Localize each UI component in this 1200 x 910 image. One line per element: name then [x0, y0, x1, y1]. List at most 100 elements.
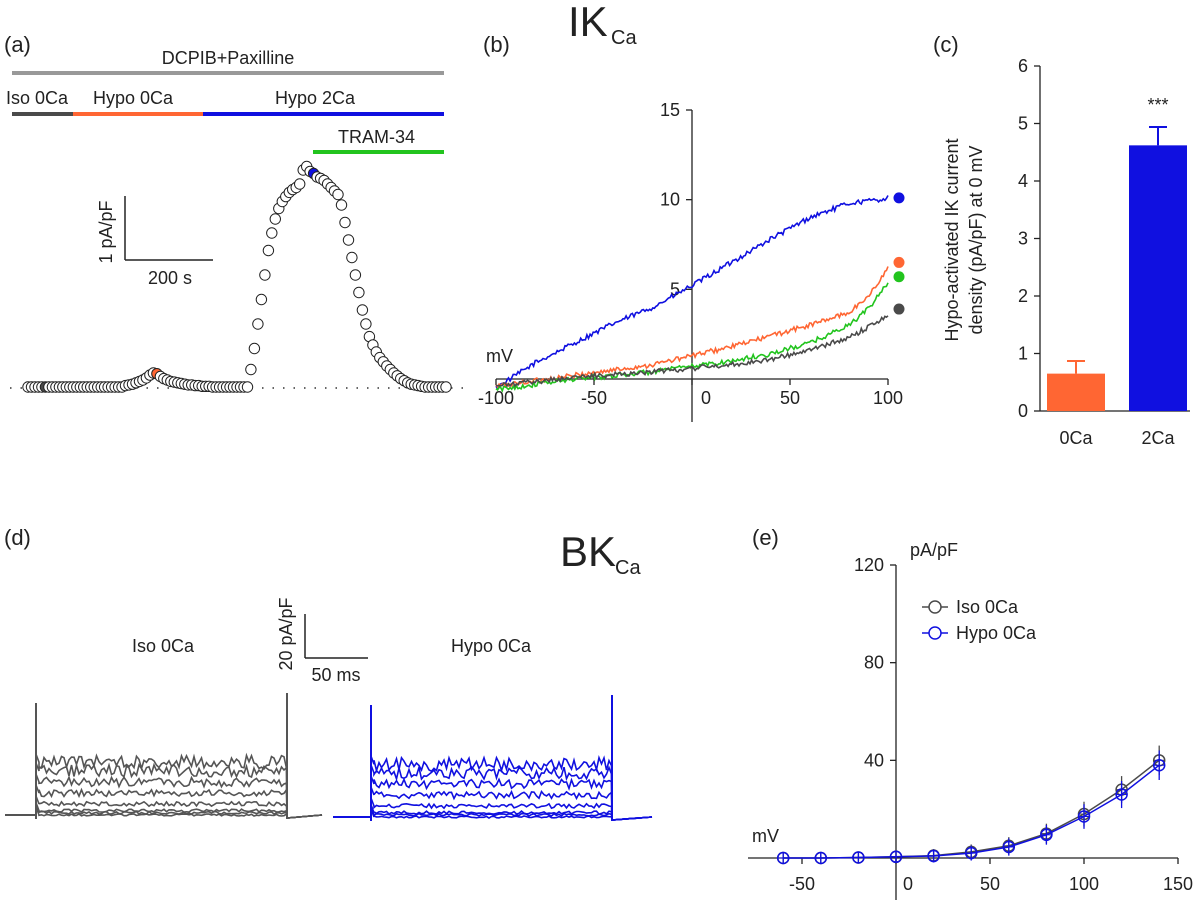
b-end-dot [893, 271, 905, 283]
e-y-tick-label: 120 [854, 555, 884, 575]
timecourse-point [360, 318, 372, 330]
d-current-trace [5, 752, 323, 819]
d-current-trace [5, 806, 323, 819]
timecourse-point [241, 381, 254, 393]
b-x-tick-label: -50 [581, 388, 607, 408]
e-x-tick-label: -50 [789, 874, 815, 894]
title-bk-main: BK [560, 528, 616, 575]
label-iso-0ca: Iso 0Ca [6, 88, 69, 108]
e-legend: Iso 0Ca Hypo 0Ca [922, 597, 1037, 643]
timecourse-points [22, 160, 452, 393]
panel-d: Iso 0Ca Hypo 0Ca 20 pA/pF 50 ms [5, 597, 653, 821]
b-y-tick-label: 15 [660, 100, 680, 120]
b-series-line [495, 282, 889, 393]
c-significance: *** [1147, 95, 1168, 115]
b-x-tick-label: 0 [701, 388, 711, 408]
timecourse-point [255, 293, 268, 306]
label-hypo-0ca: Hypo 0Ca [93, 88, 174, 108]
timecourse-point [349, 269, 362, 281]
timecourse-point [356, 304, 369, 316]
c-x-tick-label: 0Ca [1059, 428, 1093, 448]
e-x-tick-label: 100 [1069, 874, 1099, 894]
c-y-tick-label: 6 [1018, 56, 1028, 76]
e-y-tick-label: 80 [864, 653, 884, 673]
e-x-tick-label: 50 [980, 874, 1000, 894]
d-current-trace [333, 786, 653, 821]
d-current-trace [333, 764, 653, 821]
d-traces [5, 693, 653, 821]
b-end-dot [893, 256, 905, 268]
e-ticks: -50 0 50 100 150 40 80 120 [789, 555, 1193, 894]
d-current-trace [333, 754, 653, 821]
c-bar [1047, 373, 1105, 411]
legend-iso-label: Iso 0Ca [956, 597, 1019, 617]
legend-hypo-label: Hypo 0Ca [956, 623, 1037, 643]
d-current-trace [333, 775, 653, 821]
panel-c: Hypo-activated IK current density (pA/pF… [942, 56, 1190, 448]
c-ticks: 0 1 2 3 4 5 6 [1018, 56, 1040, 421]
e-series [776, 745, 1166, 865]
timecourse-point [346, 251, 358, 264]
scalebar-a-y-label: 1 pA/pF [96, 200, 116, 263]
scalebar-d-y-label: 20 pA/pF [276, 597, 296, 670]
timecourse-point [248, 342, 261, 355]
timecourse-point [262, 244, 275, 257]
d-current-trace [333, 804, 653, 821]
b-lines [495, 192, 905, 393]
b-end-dot [893, 192, 905, 204]
c-y-tick-label: 5 [1018, 114, 1028, 134]
panel-label-c: (c) [933, 32, 959, 57]
b-ticks: -100 -50 0 50 100 5 10 15 [478, 100, 903, 408]
timecourse-point [332, 188, 344, 201]
title-ik-main: IK [568, 0, 608, 45]
panel-label-e: (e) [752, 525, 779, 550]
scalebar-d-x-label: 50 ms [311, 665, 360, 685]
b-end-dot [893, 303, 905, 315]
timecourse-point [440, 381, 452, 393]
panel-b: mV -100 -50 0 50 100 5 10 15 [478, 100, 905, 422]
d-current-trace [333, 797, 653, 821]
e-x-tick-label: 150 [1163, 874, 1193, 894]
label-tram-34: TRAM-34 [338, 127, 415, 147]
label-hypo-2ca: Hypo 2Ca [275, 88, 356, 108]
e-x-tick-label: 0 [903, 874, 913, 894]
c-bar [1129, 145, 1187, 411]
c-y-tick-label: 1 [1018, 344, 1028, 364]
title-ikca: IK Ca [568, 0, 637, 49]
e-y-axis-label: pA/pF [910, 540, 958, 560]
e-series-line [783, 759, 1160, 859]
d-current-trace [5, 802, 323, 819]
b-series-line [495, 315, 889, 388]
b-x-axis-label: mV [486, 346, 513, 366]
d-current-trace [5, 804, 323, 819]
panel-e: mV pA/pF -50 0 50 100 150 40 80 120 Iso 0Ca Hyp… [748, 540, 1193, 900]
c-y-label-line2: density (pA/pF) at 0 mV [966, 145, 986, 334]
timecourse-point [335, 199, 348, 211]
c-x-tick-label: 2Ca [1141, 428, 1175, 448]
b-x-tick-label: -100 [478, 388, 514, 408]
scalebar-a-x-label: 200 s [148, 268, 192, 288]
e-y-tick-label: 40 [864, 750, 884, 770]
d-label-hypo: Hypo 0Ca [451, 636, 532, 656]
timecourse-point [342, 234, 355, 246]
d-current-trace [333, 808, 653, 821]
d-label-iso: Iso 0Ca [132, 636, 195, 656]
timecourse-point [294, 178, 306, 190]
timecourse-point [269, 213, 281, 225]
panel-label-d: (d) [4, 525, 31, 550]
d-current-trace [5, 795, 323, 819]
panel-label-b: (b) [483, 32, 510, 57]
label-dcpib-paxilline: DCPIB+Paxilline [162, 48, 295, 68]
d-current-trace [5, 784, 323, 819]
timecourse-point [245, 363, 257, 376]
b-y-tick-label: 10 [660, 190, 680, 210]
title-bk-sub: Ca [615, 557, 641, 579]
b-x-tick-label: 50 [780, 388, 800, 408]
e-series-line [783, 764, 1160, 859]
title-bkca: BK Ca [560, 528, 641, 579]
c-bars: 0Ca 2Ca [1047, 125, 1187, 448]
e-x-axis-label: mV [752, 826, 779, 846]
legend-iso-marker [928, 600, 942, 614]
d-current-trace [5, 773, 323, 819]
